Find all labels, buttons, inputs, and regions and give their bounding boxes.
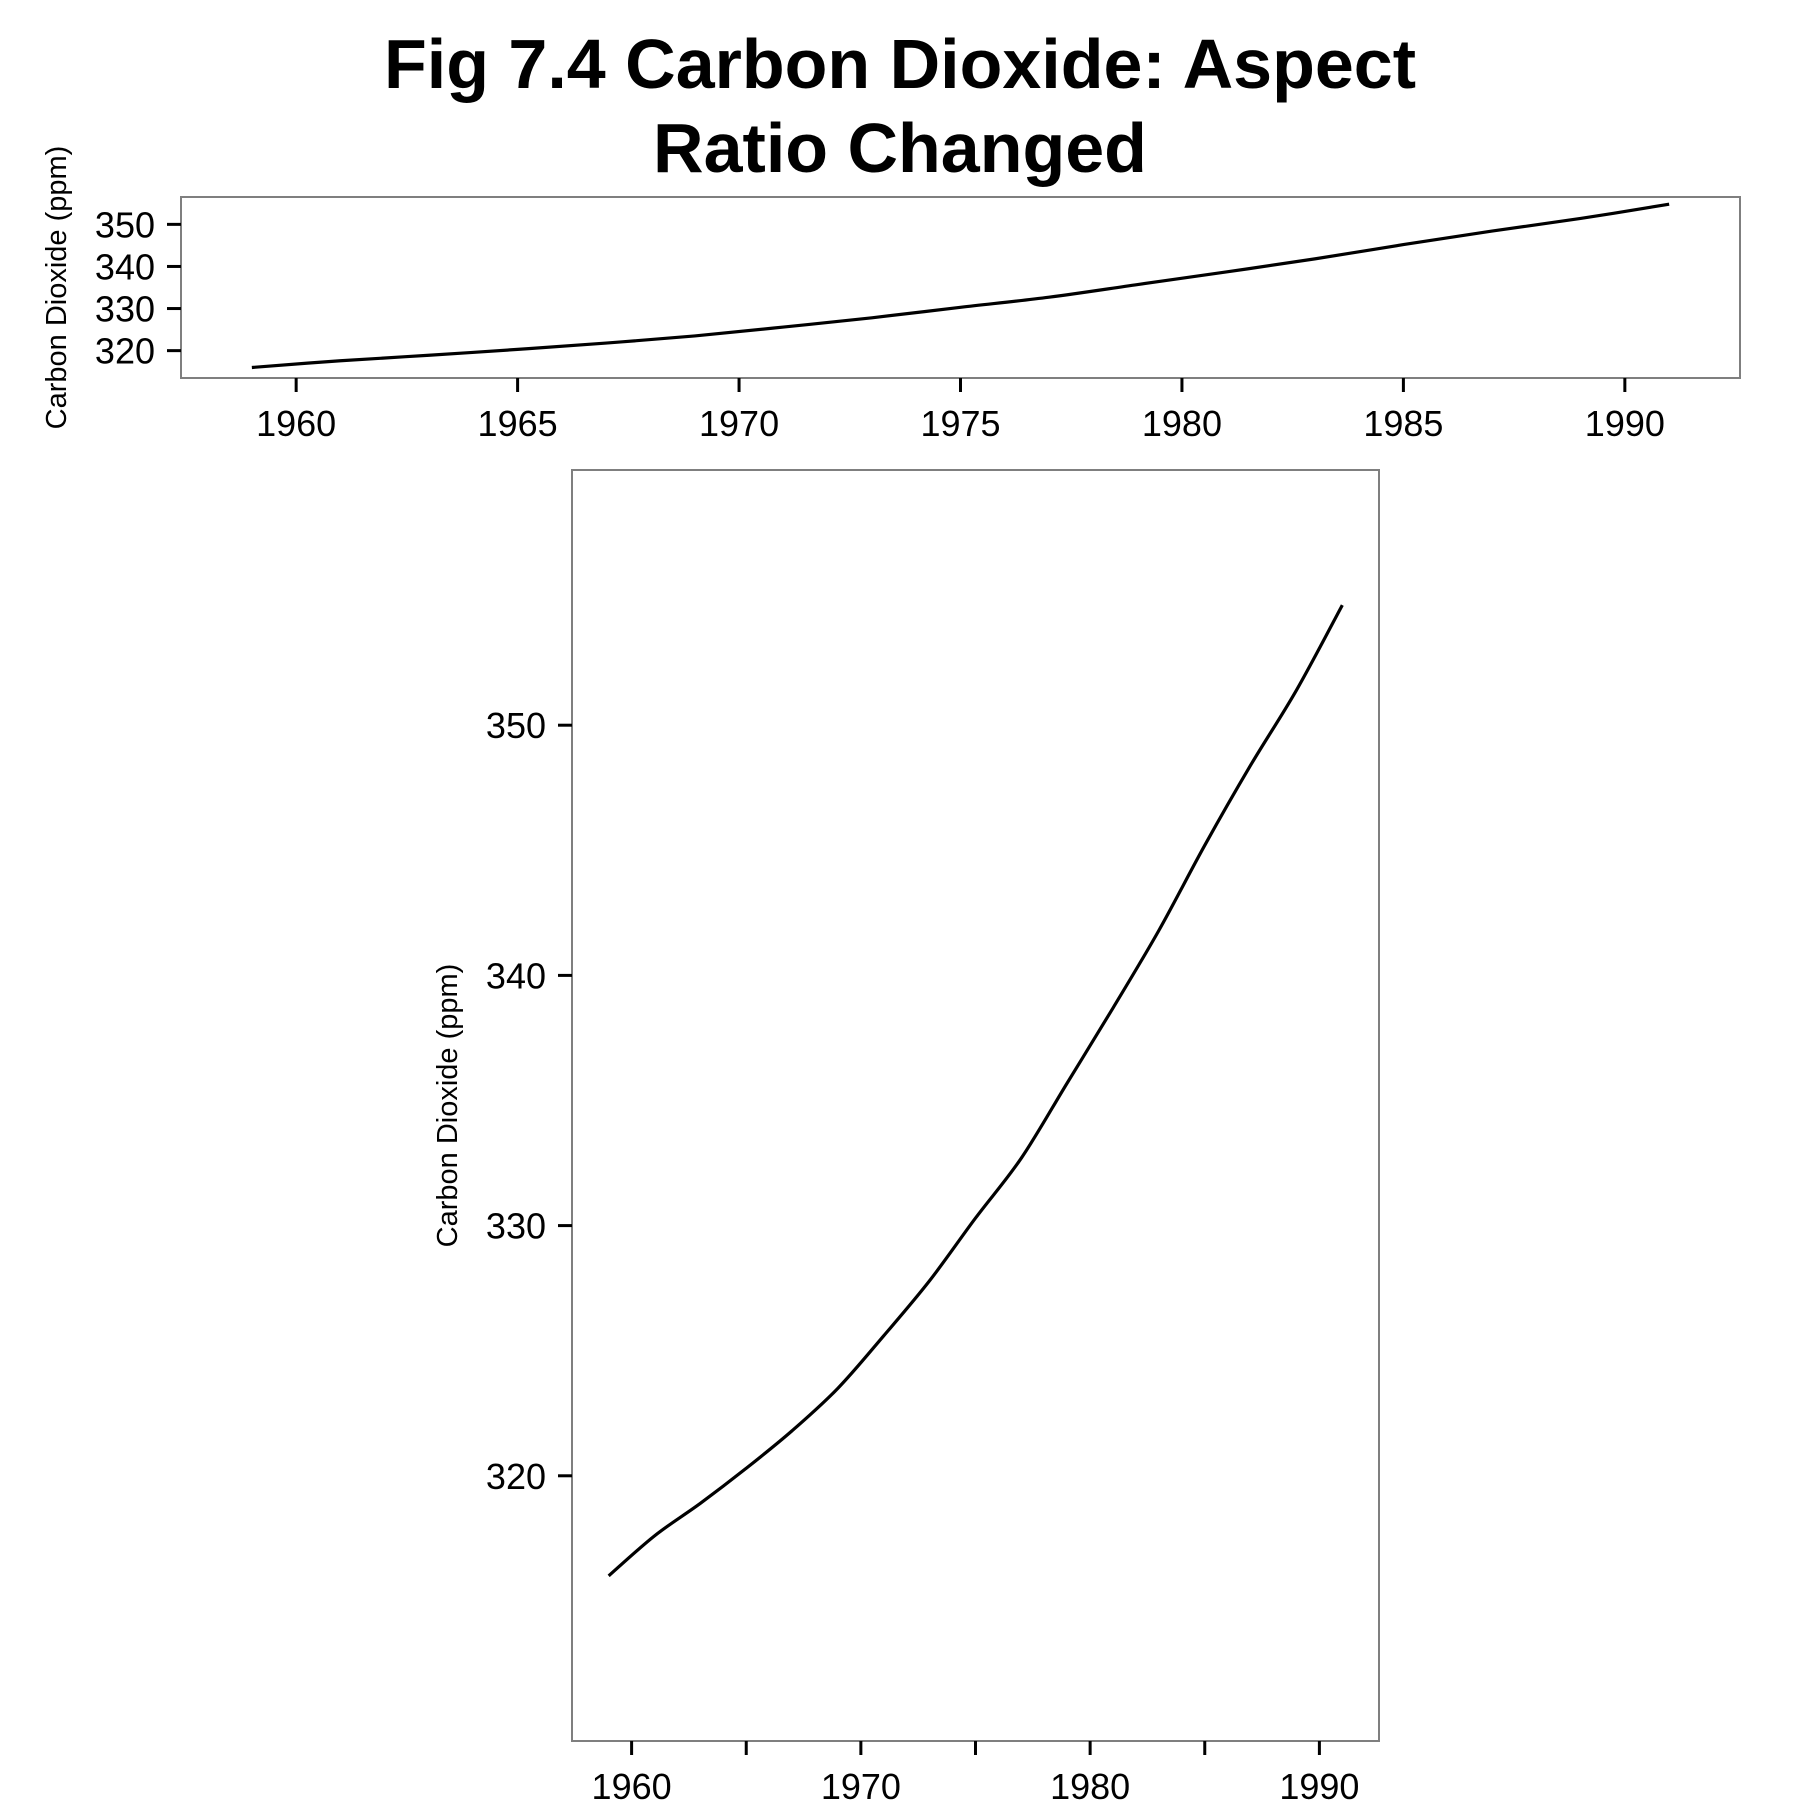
panel-border bbox=[571, 469, 1380, 1742]
x-tick-label: 1975 bbox=[920, 403, 1000, 444]
wide-panel: 1960 1965 1970 1975 1980 1985 1990 320330340350… bbox=[41, 146, 1741, 444]
y-tick-label: 340 bbox=[486, 955, 546, 996]
chart-title-line-1: Fig 7.4 Carbon Dioxide: Aspect bbox=[383, 25, 1417, 103]
x-tick-label: 1980 bbox=[1142, 403, 1222, 444]
y-tick-label: 330 bbox=[95, 289, 155, 330]
x-tick-label: 1965 bbox=[478, 403, 558, 444]
x-tick-label: 1970 bbox=[821, 1766, 901, 1800]
y-tick-label: 350 bbox=[95, 204, 155, 245]
x-tick-label: 1985 bbox=[1363, 403, 1443, 444]
chart-title-line-2: Ratio Changed bbox=[653, 109, 1147, 187]
series-line bbox=[251, 202, 1670, 370]
x-tick-label: 1990 bbox=[1585, 403, 1665, 444]
y-axis-label: Carbon Dioxide (ppm) bbox=[41, 146, 73, 430]
x-tick-label: 1960 bbox=[256, 403, 336, 444]
y-tick-label: 320 bbox=[95, 331, 155, 372]
x-tick-label: 1990 bbox=[1279, 1766, 1359, 1800]
y-axis-label: Carbon Dioxide (ppm) bbox=[432, 964, 464, 1248]
x-tick-label: 1970 bbox=[699, 403, 779, 444]
y-tick-label: 350 bbox=[486, 705, 546, 746]
x-tick-label: 1980 bbox=[1050, 1766, 1130, 1800]
panel-border bbox=[180, 196, 1741, 379]
y-tick-label: 330 bbox=[486, 1206, 546, 1247]
tall-panel: 1960 1970 1980 1990 320 330 340 350 Carbon Dioxi… bbox=[432, 469, 1380, 1800]
series-line bbox=[607, 604, 1344, 1578]
chart-title: Fig 7.4 Carbon Dioxide: Aspect Ratio Cha… bbox=[0, 22, 1800, 190]
y-tick-label: 340 bbox=[95, 246, 155, 287]
y-tick-label: 320 bbox=[486, 1456, 546, 1497]
x-tick-label: 1960 bbox=[592, 1766, 672, 1800]
